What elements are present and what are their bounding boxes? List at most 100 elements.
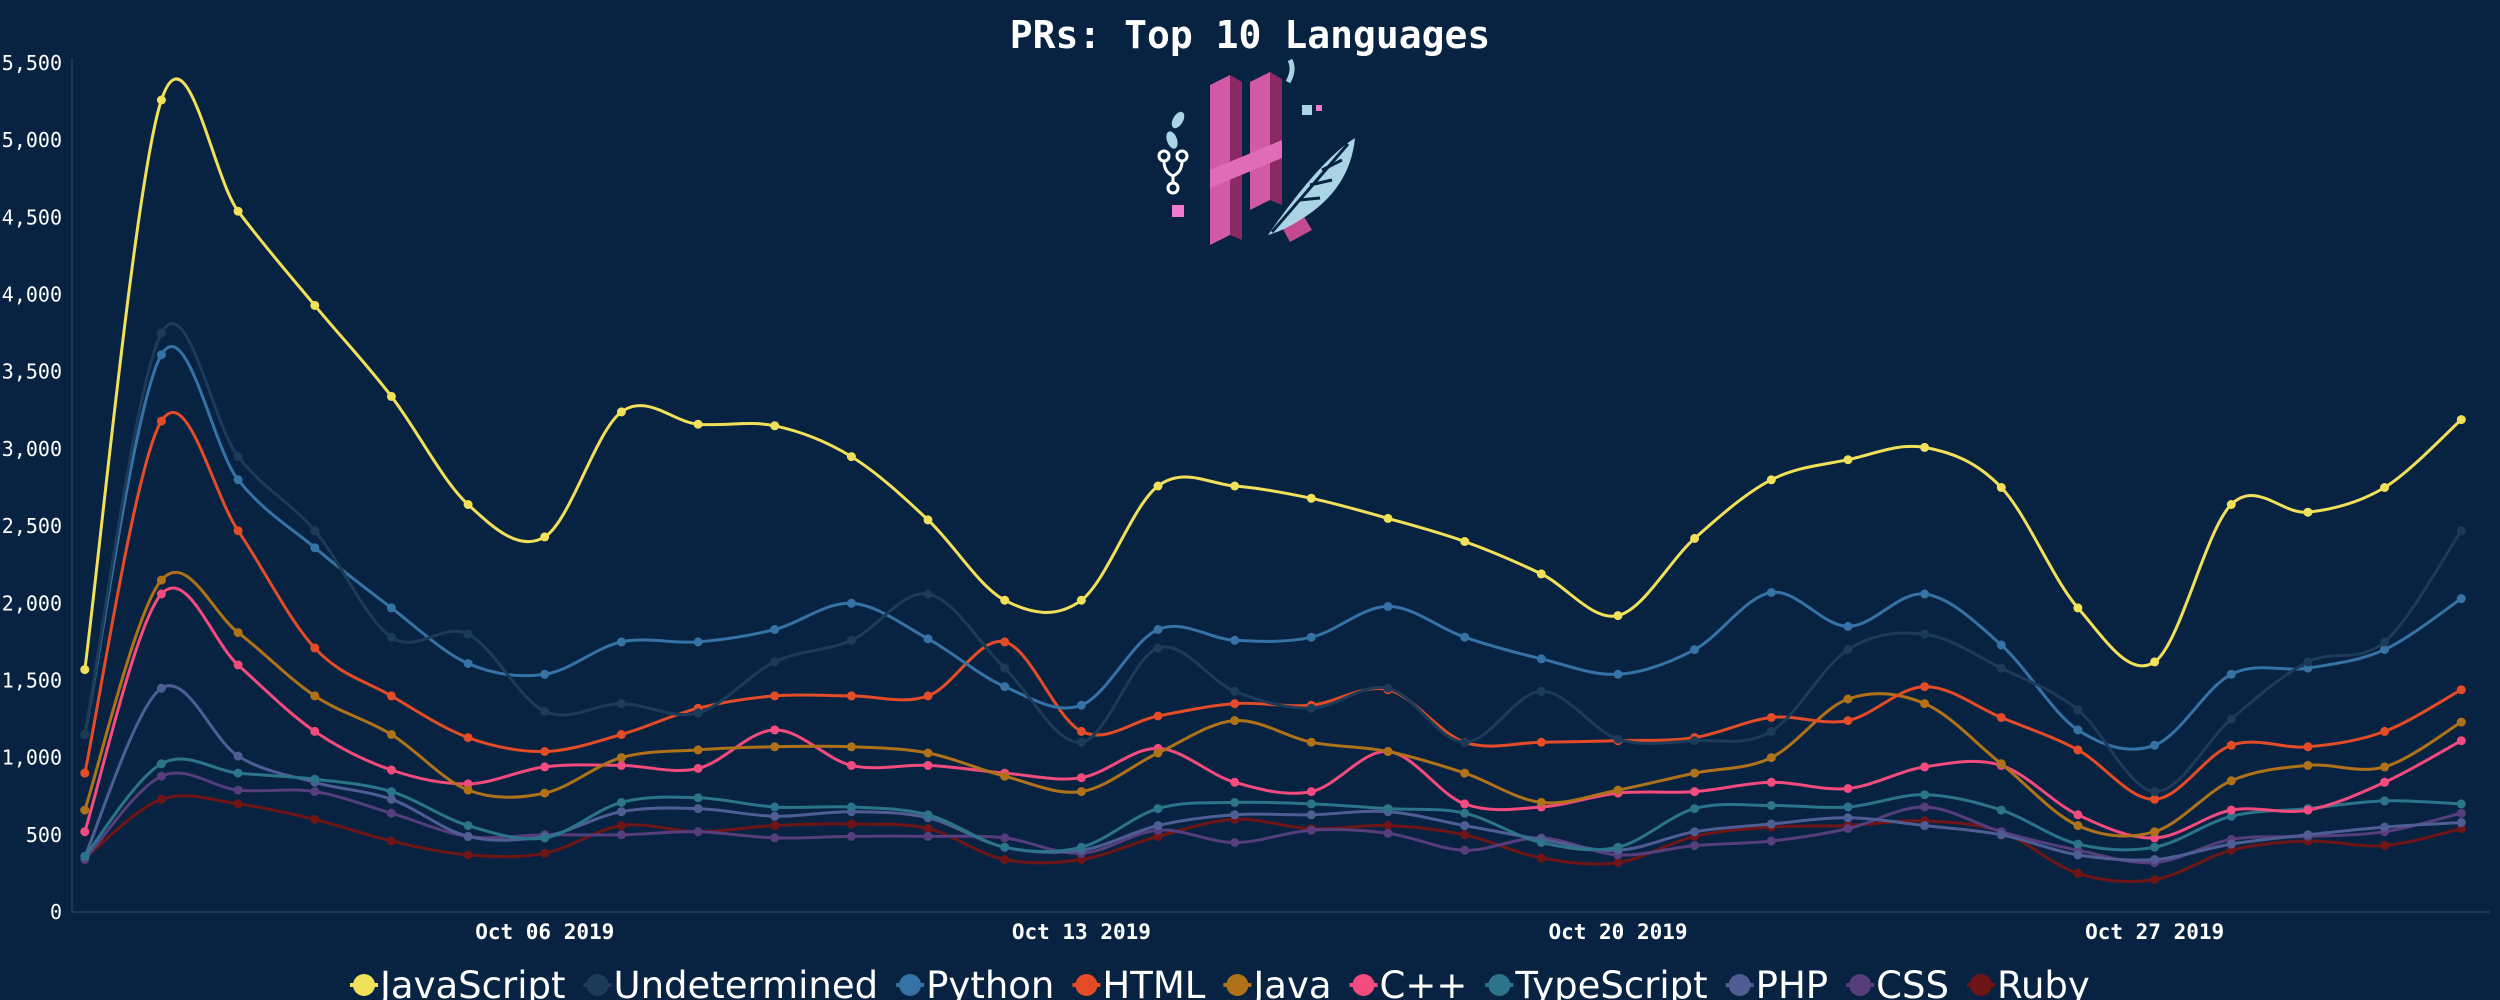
data-point-html[interactable] xyxy=(233,526,243,536)
data-point-php[interactable] xyxy=(1460,821,1470,831)
data-point-undetermined[interactable] xyxy=(540,706,550,716)
data-point-cpp[interactable] xyxy=(923,760,933,770)
data-point-css[interactable] xyxy=(1383,828,1393,838)
data-point-undetermined[interactable] xyxy=(2380,637,2390,647)
data-point-cpp[interactable] xyxy=(1460,799,1470,809)
data-point-python[interactable] xyxy=(1383,601,1393,611)
data-point-html[interactable] xyxy=(540,747,550,756)
data-point-css[interactable] xyxy=(923,831,933,841)
data-point-typescript[interactable] xyxy=(770,802,780,812)
data-point-typescript[interactable] xyxy=(386,787,396,797)
data-point-java[interactable] xyxy=(156,575,166,585)
legend-item-python[interactable]: Python xyxy=(896,964,1054,1000)
data-point-javascript[interactable] xyxy=(1000,595,1010,605)
data-point-undetermined[interactable] xyxy=(616,699,626,709)
data-point-python[interactable] xyxy=(1000,682,1010,692)
data-point-css[interactable] xyxy=(1306,825,1316,835)
data-point-undetermined[interactable] xyxy=(1230,686,1240,696)
data-point-cpp[interactable] xyxy=(463,779,473,789)
data-point-php[interactable] xyxy=(233,751,243,761)
data-point-undetermined[interactable] xyxy=(1996,663,2006,673)
data-point-html[interactable] xyxy=(2150,794,2160,804)
data-point-typescript[interactable] xyxy=(1383,804,1393,814)
data-point-javascript[interactable] xyxy=(2150,657,2160,667)
data-point-css[interactable] xyxy=(2456,808,2466,818)
data-point-javascript[interactable] xyxy=(1153,481,1163,491)
data-point-typescript[interactable] xyxy=(156,759,166,769)
data-point-ruby[interactable] xyxy=(156,794,166,804)
data-point-css[interactable] xyxy=(616,830,626,840)
data-point-typescript[interactable] xyxy=(540,833,550,843)
data-point-undetermined[interactable] xyxy=(2456,526,2466,536)
data-point-java[interactable] xyxy=(923,748,933,758)
data-point-php[interactable] xyxy=(1996,830,2006,840)
data-point-ruby[interactable] xyxy=(2073,868,2083,878)
data-point-python[interactable] xyxy=(923,634,933,644)
data-point-python[interactable] xyxy=(1690,645,1700,655)
data-point-javascript[interactable] xyxy=(80,665,90,675)
data-point-java[interactable] xyxy=(80,805,90,815)
data-point-python[interactable] xyxy=(693,637,703,647)
data-point-ruby[interactable] xyxy=(846,819,856,829)
data-point-css[interactable] xyxy=(1690,841,1700,851)
data-point-java[interactable] xyxy=(1613,785,1623,795)
data-point-php[interactable] xyxy=(2303,830,2313,840)
data-point-python[interactable] xyxy=(846,598,856,608)
data-point-html[interactable] xyxy=(2073,745,2083,755)
data-point-typescript[interactable] xyxy=(1230,797,1240,807)
data-point-php[interactable] xyxy=(463,831,473,841)
data-point-undetermined[interactable] xyxy=(2226,714,2236,724)
data-point-python[interactable] xyxy=(1306,632,1316,642)
legend-item-html[interactable]: HTML xyxy=(1072,964,1206,1000)
data-point-java[interactable] xyxy=(1153,748,1163,758)
data-point-undetermined[interactable] xyxy=(2073,705,2083,715)
data-point-javascript[interactable] xyxy=(233,206,243,216)
data-point-java[interactable] xyxy=(1460,768,1470,778)
data-point-undetermined[interactable] xyxy=(1076,737,1086,747)
data-point-cpp[interactable] xyxy=(2380,777,2390,787)
data-point-php[interactable] xyxy=(2073,850,2083,860)
data-point-typescript[interactable] xyxy=(693,793,703,803)
data-point-java[interactable] xyxy=(540,788,550,798)
data-point-typescript[interactable] xyxy=(1536,838,1546,847)
data-point-ruby[interactable] xyxy=(770,821,780,831)
data-point-java[interactable] xyxy=(1843,694,1853,704)
data-point-javascript[interactable] xyxy=(156,95,166,105)
legend-item-cpp[interactable]: C++ xyxy=(1349,964,1468,1000)
data-point-html[interactable] xyxy=(310,643,320,653)
data-point-ruby[interactable] xyxy=(1613,858,1623,868)
data-point-ruby[interactable] xyxy=(1383,821,1393,831)
data-point-python[interactable] xyxy=(770,625,780,634)
data-point-typescript[interactable] xyxy=(463,821,473,831)
data-point-undetermined[interactable] xyxy=(310,526,320,536)
data-point-python[interactable] xyxy=(156,350,166,360)
data-point-typescript[interactable] xyxy=(1843,802,1853,812)
data-point-php[interactable] xyxy=(616,807,626,817)
data-point-python[interactable] xyxy=(310,543,320,553)
data-point-html[interactable] xyxy=(770,691,780,701)
data-point-html[interactable] xyxy=(1920,682,1930,692)
data-point-python[interactable] xyxy=(1613,669,1623,679)
data-point-java[interactable] xyxy=(1690,768,1700,778)
data-point-python[interactable] xyxy=(2150,740,2160,750)
data-point-php[interactable] xyxy=(1920,821,1930,831)
data-point-html[interactable] xyxy=(1843,716,1853,726)
data-point-undetermined[interactable] xyxy=(2303,657,2313,667)
data-point-typescript[interactable] xyxy=(2226,811,2236,821)
data-point-typescript[interactable] xyxy=(1766,801,1776,810)
data-point-css[interactable] xyxy=(310,787,320,797)
data-point-javascript[interactable] xyxy=(923,515,933,525)
data-point-php[interactable] xyxy=(2150,855,2160,864)
data-point-typescript[interactable] xyxy=(1690,804,1700,814)
data-point-html[interactable] xyxy=(1153,711,1163,721)
data-point-typescript[interactable] xyxy=(1613,842,1623,852)
data-point-java[interactable] xyxy=(1076,787,1086,797)
data-point-cpp[interactable] xyxy=(2073,810,2083,820)
data-point-javascript[interactable] xyxy=(1460,537,1470,546)
legend-item-php[interactable]: PHP xyxy=(1725,964,1828,1000)
data-point-css[interactable] xyxy=(1843,824,1853,834)
data-point-ruby[interactable] xyxy=(2150,875,2160,885)
data-point-java[interactable] xyxy=(463,785,473,795)
data-point-cpp[interactable] xyxy=(310,726,320,736)
data-point-css[interactable] xyxy=(846,831,856,841)
